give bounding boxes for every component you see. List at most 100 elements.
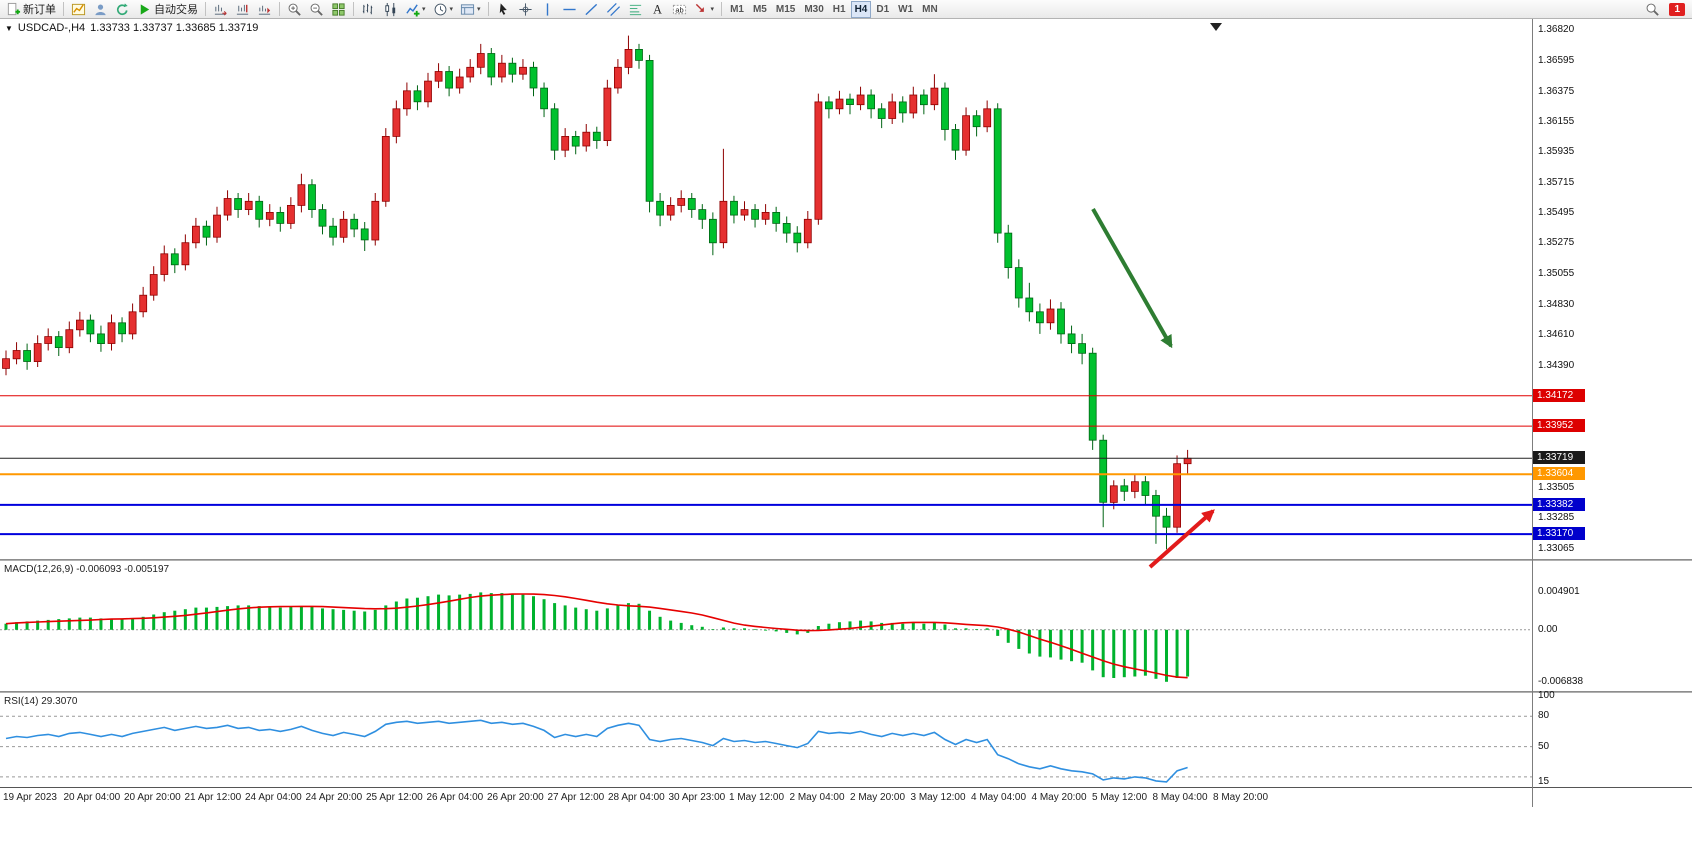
timeframe-m5-button[interactable]: M5 xyxy=(749,1,771,18)
new-order-button-label: 新订单 xyxy=(23,4,56,16)
rsi-chart[interactable] xyxy=(0,693,1532,787)
chart-shift-icon xyxy=(236,4,249,15)
price-tag[interactable]: 1.33604 xyxy=(1533,467,1585,481)
rsi-axis-label: 15 xyxy=(1538,775,1550,787)
time-axis-label: 24 Apr 20:00 xyxy=(305,792,363,803)
candlestick-button[interactable] xyxy=(380,1,401,18)
macd-indicator-label: MACD(12,26,9) -0.006093 -0.005197 xyxy=(4,564,169,575)
auto-trading-button[interactable]: 自动交易 xyxy=(134,1,201,18)
time-axis-label: 2 May 20:00 xyxy=(850,792,906,803)
macd-name: MACD(12,26,9) xyxy=(4,564,74,575)
new-chart-button[interactable] xyxy=(68,1,89,18)
candlestick-chart[interactable] xyxy=(0,19,1532,559)
fibonacci-icon xyxy=(629,4,641,15)
timeframe-h4-button[interactable]: H4 xyxy=(850,0,872,18)
macd-chart[interactable] xyxy=(0,561,1532,691)
svg-text:ab: ab xyxy=(675,5,683,14)
hline-icon xyxy=(562,8,576,10)
shapes-icon xyxy=(695,3,704,12)
chart-window: ▼ USDCAD-,H4 1.33733 1.33737 1.33685 1.3… xyxy=(0,19,1692,851)
time-axis-label: 20 Apr 04:00 xyxy=(63,792,121,803)
auto-scroll-icon xyxy=(258,5,271,15)
tile-windows-button[interactable] xyxy=(328,1,349,18)
time-axis-label: 27 Apr 12:00 xyxy=(547,792,605,803)
price-axis[interactable]: 1.36820 1.36595 1.36375 1.36155 1.35935 1.357… xyxy=(1533,19,1692,807)
price-axis-label: 1.35055 xyxy=(1538,267,1575,279)
vertical-line-button[interactable] xyxy=(537,1,558,18)
rsi-axis-label: 80 xyxy=(1538,710,1550,722)
scroll-to-end-button[interactable] xyxy=(210,1,231,18)
arrows-button[interactable]: ▾ xyxy=(691,1,718,18)
price-axis-label: 1.35715 xyxy=(1538,176,1575,188)
notification-badge[interactable]: 1 xyxy=(1669,2,1685,16)
price-tag[interactable]: 1.33382 xyxy=(1533,497,1585,511)
chart-shift-button[interactable] xyxy=(232,1,253,18)
price-tag[interactable]: 1.33952 xyxy=(1533,419,1585,433)
templates-button[interactable]: ▾ xyxy=(457,1,484,18)
time-axis-label: 30 Apr 23:00 xyxy=(668,792,726,803)
timeframe-m30-button[interactable]: M30 xyxy=(800,1,827,18)
auto-scroll-button[interactable] xyxy=(254,1,275,18)
timeframe-m1-button[interactable]: M1 xyxy=(726,1,748,18)
indicators-button[interactable]: ▾ xyxy=(402,1,429,18)
price-tag[interactable]: 1.33170 xyxy=(1533,527,1585,541)
text-icon: A xyxy=(653,2,662,16)
profiles-icon xyxy=(95,4,106,15)
toolbar-separator xyxy=(279,2,280,16)
time-axis-label: 26 Apr 20:00 xyxy=(487,792,544,803)
timeframe-d1-button[interactable]: D1 xyxy=(872,1,893,18)
zoom-out-icon xyxy=(310,3,323,16)
scroll-end-icon xyxy=(214,4,227,15)
refresh-button[interactable] xyxy=(112,1,133,18)
one-click-trading-expander[interactable]: ▼ xyxy=(5,23,13,33)
time-axis-label: 4 May 20:00 xyxy=(1031,792,1087,803)
toolbar-separator xyxy=(487,2,489,16)
price-tag[interactable]: 1.33719 xyxy=(1533,451,1585,465)
text-button[interactable]: A xyxy=(647,1,668,18)
timeframe-mn-button[interactable]: MN xyxy=(918,1,942,18)
search-icon xyxy=(1647,3,1660,16)
channel-button[interactable] xyxy=(603,1,624,18)
panel-divider[interactable] xyxy=(0,691,1692,693)
horizontal-line-button[interactable] xyxy=(559,1,580,18)
fibonacci-button[interactable] xyxy=(625,1,646,18)
rsi-indicator-label: RSI(14) 29.3070 xyxy=(4,696,77,707)
time-axis[interactable]: 19 Apr 2023 20 Apr 04:00 20 Apr 20:00 21 Ap… xyxy=(0,787,1692,808)
time-axis-label: 8 May 04:00 xyxy=(1152,792,1208,803)
zoom-out-button[interactable] xyxy=(306,1,327,18)
macd-values: -0.006093 -0.005197 xyxy=(76,564,170,575)
timeframe-h1-button[interactable]: H1 xyxy=(829,1,850,18)
trendline-button[interactable] xyxy=(581,1,602,18)
zoom-in-button[interactable] xyxy=(284,1,305,18)
cursor-button[interactable] xyxy=(493,1,514,18)
label-button[interactable]: ab xyxy=(669,1,690,18)
chart-window-icon xyxy=(71,3,86,15)
symbol-period-label: USDCAD-,H4 xyxy=(17,22,86,34)
chart-shift-marker[interactable] xyxy=(1210,23,1222,31)
price-axis-label: 1.36155 xyxy=(1538,115,1575,127)
panel-divider[interactable] xyxy=(0,559,1692,561)
dropdown-caret-icon: ▾ xyxy=(449,5,454,13)
price-axis-label: 1.36820 xyxy=(1538,24,1575,36)
profiles-button[interactable] xyxy=(90,1,111,18)
time-axis-label: 24 Apr 04:00 xyxy=(245,792,302,803)
dropdown-caret-icon: ▾ xyxy=(422,5,426,13)
bar-chart-icon xyxy=(362,3,373,14)
time-axis-label: 4 May 04:00 xyxy=(971,792,1027,803)
bar-chart-button[interactable] xyxy=(358,1,379,18)
new-order-button[interactable]: 新订单 xyxy=(3,1,59,18)
macd-signal-line xyxy=(5,593,1188,679)
crosshair-icon xyxy=(518,2,532,16)
price-tag[interactable]: 1.34172 xyxy=(1533,388,1585,402)
timeframe-m15-button[interactable]: M15 xyxy=(772,1,799,18)
indicators-icon xyxy=(406,3,420,17)
periods-button[interactable]: ▾ xyxy=(430,1,457,18)
macd-axis-label: -0.006838 xyxy=(1538,676,1584,688)
search-button[interactable] xyxy=(1642,1,1663,18)
toolbar-separator xyxy=(353,2,354,16)
time-axis-label: 8 May 20:00 xyxy=(1213,792,1269,803)
dropdown-caret-icon: ▾ xyxy=(477,5,481,13)
macd-axis-label: 0.00 xyxy=(1538,623,1558,635)
crosshair-button[interactable] xyxy=(515,1,536,18)
timeframe-w1-button[interactable]: W1 xyxy=(894,1,917,18)
